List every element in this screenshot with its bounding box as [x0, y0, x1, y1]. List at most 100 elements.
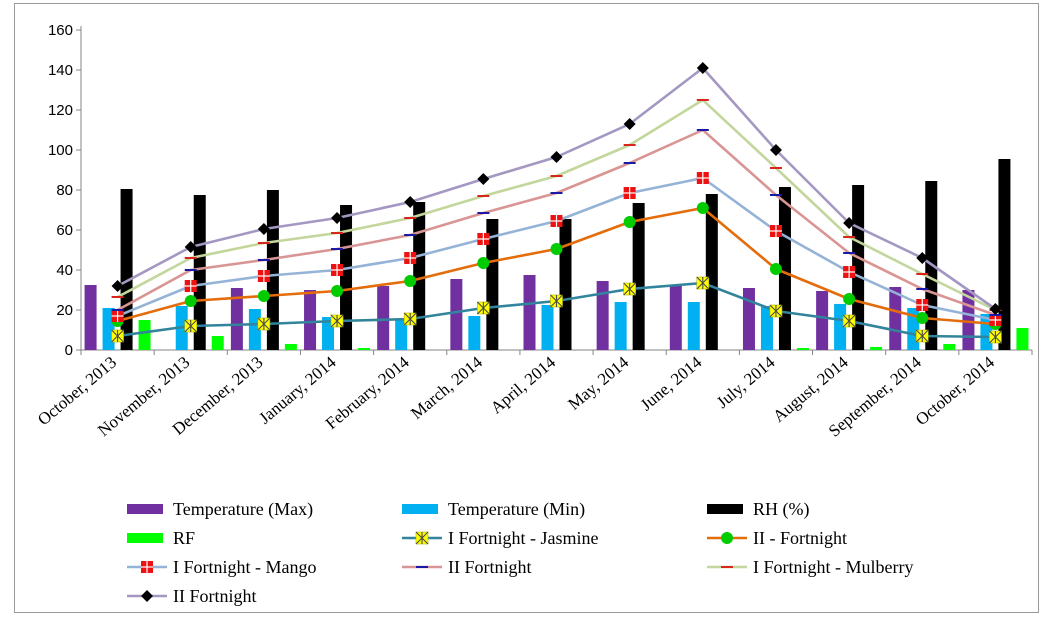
bar	[1016, 328, 1029, 350]
bar	[632, 203, 645, 350]
legend: Temperature (Max) Temperature (Min) RH (%)…	[127, 499, 913, 606]
legend-label: II Fortnight	[173, 586, 257, 606]
line-series-ii-fortnight-6	[111, 62, 1002, 315]
x-tick-label: October, 2014	[912, 352, 999, 429]
data-point	[477, 257, 490, 269]
legend-item-ii-fortnight: II Fortnight	[402, 557, 532, 577]
chart-frame: 0 20 40 60 80 100 120 140 160 October, 2013 Novem…	[14, 3, 1039, 613]
data-point	[769, 263, 782, 275]
bar	[138, 320, 151, 350]
legend-label: Temperature (Max)	[173, 499, 313, 520]
data-point	[623, 216, 636, 228]
data-point	[769, 225, 782, 237]
combo-chart: 0 20 40 60 80 100 120 140 160 October, 2013Novem…	[34, 22, 1033, 606]
data-point	[184, 280, 197, 292]
bar	[377, 286, 390, 350]
data-point	[623, 118, 636, 130]
data-point	[477, 233, 490, 245]
bar	[943, 344, 956, 350]
legend-label: I Fortnight - Mango	[173, 557, 317, 577]
data-point	[257, 270, 270, 282]
y-tick-label: 60	[56, 222, 73, 239]
data-point	[915, 329, 929, 343]
legend-item-temperature-max: Temperature (Max)	[127, 499, 313, 520]
data-point	[843, 217, 856, 229]
x-tick-label: March, 2014	[407, 352, 486, 423]
legend-item-temperature-min: Temperature (Min)	[402, 499, 585, 520]
data-point	[331, 212, 344, 224]
data-point	[623, 187, 636, 199]
legend-swatch	[402, 504, 438, 514]
bar	[541, 305, 554, 350]
data-point	[257, 317, 271, 331]
legend-swatch	[707, 504, 743, 514]
legend-label: I Fortnight - Jasmine	[448, 528, 599, 548]
line-series-i-fortnight-mulberry-5	[111, 98, 1002, 312]
bar	[523, 275, 536, 350]
line-series-group	[111, 62, 1002, 344]
bar	[705, 194, 718, 350]
bar	[193, 195, 206, 350]
y-tick-label: 100	[48, 142, 73, 159]
bar	[84, 285, 97, 350]
data-point	[623, 282, 637, 296]
data-point	[477, 173, 490, 185]
data-point	[111, 310, 124, 322]
data-point	[550, 243, 563, 255]
data-point	[184, 241, 197, 253]
data-point	[331, 285, 344, 297]
data-point	[111, 280, 124, 292]
y-tick-label: 40	[56, 262, 73, 279]
bar	[266, 190, 279, 350]
bar	[998, 159, 1011, 350]
data-point	[916, 299, 929, 311]
data-point	[476, 301, 490, 315]
data-point	[550, 294, 563, 308]
y-tick-label: 120	[48, 102, 73, 119]
y-tick-label: 160	[48, 22, 73, 39]
legend-item-i-fortnight-mulberry: I Fortnight - Mulberry	[707, 557, 913, 577]
bar-series-rf	[138, 320, 1029, 350]
legend-label: RF	[173, 528, 195, 548]
data-point	[257, 223, 270, 235]
x-tick-label: April, 2014	[487, 352, 560, 417]
line-series-i-fortnight-mango-3	[111, 172, 1002, 326]
data-point	[769, 304, 783, 318]
legend-marker	[415, 531, 429, 545]
legend-item-i-fortnight-mango: I Fortnight - Mango	[127, 557, 317, 577]
y-tick-label: 0	[65, 342, 73, 359]
legend-item-rh: RH (%)	[707, 499, 810, 520]
legend-label: II Fortnight	[448, 557, 532, 577]
legend-item-ii-fortnight: II - Fortnight	[707, 528, 847, 548]
data-point	[769, 144, 782, 156]
legend-marker	[141, 590, 153, 602]
data-point	[550, 151, 563, 163]
bar	[413, 202, 426, 350]
legend-label: RH (%)	[753, 499, 810, 520]
legend-label: II - Fortnight	[753, 528, 847, 548]
data-point	[184, 319, 198, 333]
x-tick-label: May, 2014	[564, 352, 632, 414]
bar	[796, 348, 809, 350]
bar-series-rh	[120, 159, 1011, 350]
data-point	[696, 276, 710, 290]
bar	[596, 281, 609, 350]
data-point	[916, 312, 929, 324]
y-tick-label: 140	[48, 62, 73, 79]
data-point	[404, 275, 417, 287]
x-tick-label: June, 2014	[637, 352, 706, 414]
bar	[120, 189, 133, 350]
data-point	[404, 196, 417, 208]
data-point	[842, 314, 856, 328]
data-point	[184, 295, 197, 307]
y-tick-label: 20	[56, 302, 73, 319]
data-point	[111, 329, 124, 343]
legend-marker	[141, 561, 153, 573]
x-tick-label: July, 2014	[713, 352, 779, 412]
bar	[395, 320, 408, 350]
data-point	[989, 314, 1002, 326]
data-point	[696, 202, 709, 214]
data-point	[696, 62, 709, 74]
legend-item-ii-fortnight: II Fortnight	[127, 586, 257, 606]
data-point	[403, 312, 417, 326]
